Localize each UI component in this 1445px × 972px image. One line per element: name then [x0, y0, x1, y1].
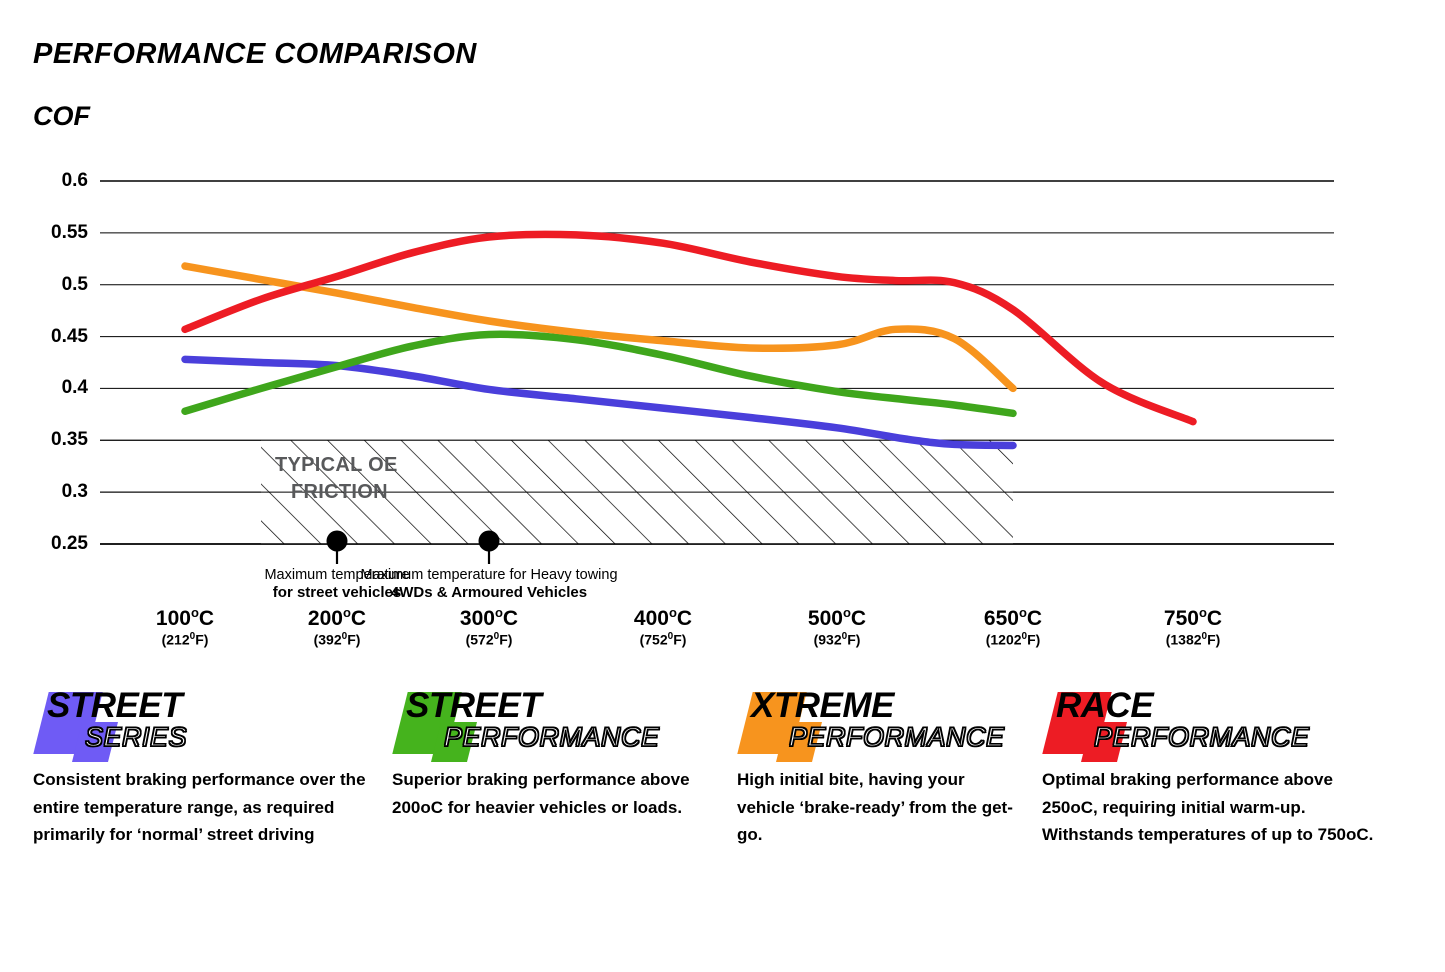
product-logo-bottom-text: SERIES	[84, 721, 188, 752]
x-axis-tick-fahrenheit: (3920F)	[313, 631, 361, 648]
x-axis-tick-celsius: 750oC	[1163, 605, 1223, 630]
annotation-callout: Maximum temperature for Heavy towing 4WDs…	[279, 566, 699, 603]
annotation-callout-line2: for street vehicles	[272, 584, 402, 602]
x-axis-tick: 300oC (5720F)	[419, 605, 559, 649]
series-line-race-performance	[181, 230, 1197, 426]
y-axis-tick: 0.5	[61, 273, 88, 295]
performance-line-chart	[100, 180, 1334, 564]
chart-plot-area: 0.6 0.55 0.5 0.45 0.4 0.35 0.3 0.25 TYPICAL OE …	[0, 150, 1445, 601]
annotation-callout-line2: 4WDs & Armoured Vehicles	[390, 584, 588, 602]
annotation-callout-line1: Maximum temperature for Heavy towing	[360, 567, 618, 583]
y-axis-tick: 0.6	[61, 170, 88, 191]
product-logo: XTREME PERFORMANCE	[737, 686, 1017, 762]
y-axis-tick: 0.35	[51, 429, 88, 451]
annotation-marker-dot	[326, 530, 348, 552]
product-logo-bottom-text: PERFORMANCE	[1093, 721, 1310, 752]
x-axis-tick-fahrenheit: (9320F)	[813, 631, 861, 648]
page-title: PERFORMANCE COMPARISON	[33, 38, 477, 70]
oe-band-label-line2: FRICTION	[291, 481, 388, 504]
x-axis-tick-celsius: 300oC	[459, 605, 519, 630]
x-axis-tick: 650oC (12020F)	[943, 605, 1083, 649]
series-line-street-performance	[181, 330, 1017, 418]
series-line-xtreme-performance	[181, 262, 1017, 393]
x-axis-tick-fahrenheit: (2120F)	[161, 631, 209, 648]
chart-annotation-markers	[326, 530, 500, 564]
product-logo-top-text: STREET	[406, 686, 542, 725]
x-axis-tick-celsius: 100oC	[155, 605, 215, 630]
product-description: Superior braking performance above 200oC…	[392, 770, 690, 817]
product-card[interactable]: STREET SERIES Consistent braking performan…	[33, 686, 373, 849]
oe-band-label-line1: TYPICAL OE	[275, 454, 398, 477]
y-axis-tick: 0.45	[51, 325, 88, 347]
oe-band-label: TYPICAL OE FRICTION	[275, 452, 398, 506]
x-axis-tick-fahrenheit: (7520F)	[639, 631, 687, 648]
annotation-marker-dot	[478, 530, 500, 552]
x-axis-tick-celsius: 200oC	[307, 605, 367, 630]
x-axis-tick: 100oC (2120F)	[115, 605, 255, 649]
product-logo-bottom-text: PERFORMANCE	[788, 721, 1005, 752]
y-axis-tick: 0.4	[61, 377, 88, 399]
y-axis-tick: 0.3	[61, 481, 88, 503]
product-card[interactable]: STREET PERFORMANCE Superior braking perfor…	[392, 686, 722, 821]
product-logo: STREET PERFORMANCE	[392, 686, 722, 762]
product-card[interactable]: RACE PERFORMANCE Optimal braking performan…	[1042, 686, 1382, 849]
x-axis-tick-celsius: 650oC	[983, 605, 1043, 630]
product-card[interactable]: XTREME PERFORMANCE High initial bite, havi…	[737, 686, 1017, 849]
x-axis-tick-celsius: 500oC	[807, 605, 867, 630]
y-axis-tick: 0.55	[51, 221, 88, 243]
annotation-callout: Maximum temperature for street vehicles	[127, 566, 547, 603]
x-axis-tick-celsius: 400oC	[633, 605, 693, 630]
product-logo: STREET SERIES	[33, 686, 373, 762]
product-description: High initial bite, having your vehicle ‘…	[737, 770, 1013, 845]
chart-series-lines	[181, 230, 1197, 450]
x-axis-tick: 750oC (13820F)	[1123, 605, 1263, 649]
product-logo: RACE PERFORMANCE	[1042, 686, 1382, 762]
x-axis-tick: 500oC (9320F)	[767, 605, 907, 649]
product-description: Optimal braking performance above 250oC,…	[1042, 770, 1374, 845]
product-description: Consistent braking performance over the …	[33, 770, 366, 845]
y-axis-tick: 0.25	[51, 533, 88, 554]
typical-oe-friction-band	[100, 439, 1334, 545]
x-axis-tick-fahrenheit: (5720F)	[465, 631, 513, 648]
product-logo-top-text: STREET	[47, 686, 183, 725]
annotation-callout-line1: Maximum temperature	[264, 567, 410, 583]
y-axis-title: COF	[33, 101, 90, 131]
product-logo-top-text: XTREME	[751, 686, 894, 725]
x-axis-tick-fahrenheit: (12020F)	[985, 631, 1041, 648]
x-axis-tick-fahrenheit: (13820F)	[1165, 631, 1221, 648]
x-axis-tick: 200oC (3920F)	[267, 605, 407, 649]
product-logo-top-text: RACE	[1056, 686, 1154, 725]
x-axis-tick: 400oC (7520F)	[593, 605, 733, 649]
product-logo-bottom-text: PERFORMANCE	[443, 721, 660, 752]
